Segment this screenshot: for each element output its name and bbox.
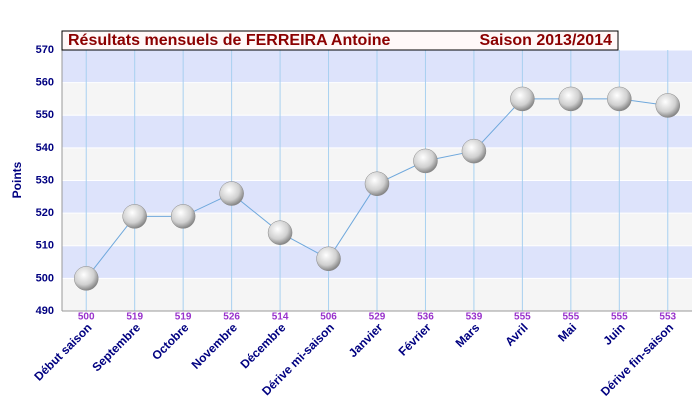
y-tick-label: 520: [36, 207, 54, 219]
data-point: [73, 266, 99, 291]
y-tick-label: 570: [36, 44, 54, 56]
y-tick-label: 550: [36, 109, 54, 121]
data-point: [413, 148, 438, 174]
x-tick-label: Décembre: [238, 320, 289, 371]
value-label: 539: [466, 312, 483, 323]
x-tick-label: Janvier: [346, 320, 386, 360]
data-point: [364, 171, 390, 197]
y-tick-label: 530: [36, 174, 54, 186]
x-tick-label: Octobre: [149, 320, 192, 363]
x-tick-label: Mars: [453, 320, 483, 350]
value-label: 555: [563, 312, 580, 323]
data-point: [316, 246, 341, 272]
data-point: [607, 86, 632, 112]
value-label: 555: [611, 312, 628, 323]
data-point: [655, 93, 681, 118]
x-tick-label: Avril: [502, 320, 530, 348]
y-tick-label: 490: [36, 305, 54, 317]
value-label: 536: [417, 312, 434, 323]
y-axis-label: Points: [10, 161, 24, 198]
data-point: [267, 220, 293, 245]
y-tick-label: 540: [36, 142, 54, 154]
chart-subtitle: Saison 2013/2014: [479, 32, 612, 49]
value-label: 553: [659, 312, 676, 323]
y-tick-label: 560: [36, 77, 54, 89]
y-tick-label: 510: [36, 240, 54, 252]
x-tick-label: Février: [396, 320, 434, 358]
data-point: [510, 86, 535, 112]
value-label: 526: [223, 312, 240, 323]
y-tick-label: 500: [36, 272, 54, 284]
title-box: [61, 30, 619, 51]
x-tick-label: Début saison: [31, 320, 94, 383]
data-point: [558, 86, 584, 112]
x-tick-label: Juin: [600, 320, 627, 347]
x-tick-label: Mai: [555, 320, 579, 344]
data-point: [122, 204, 147, 229]
data-point: [219, 181, 244, 206]
value-label: 529: [369, 312, 386, 323]
value-label: 519: [126, 312, 143, 323]
x-tick-label: Septembre: [89, 320, 143, 374]
x-tick-label: Novembre: [189, 320, 241, 372]
chart-title: Résultats mensuels de FERREIRA Antoine: [68, 32, 391, 49]
value-label: 555: [514, 312, 531, 323]
value-label: 519: [175, 312, 192, 323]
value-label: 500: [78, 312, 95, 323]
data-point: [461, 138, 487, 164]
value-label: 514: [272, 312, 289, 323]
value-label: 506: [320, 312, 337, 323]
data-point: [170, 204, 196, 229]
